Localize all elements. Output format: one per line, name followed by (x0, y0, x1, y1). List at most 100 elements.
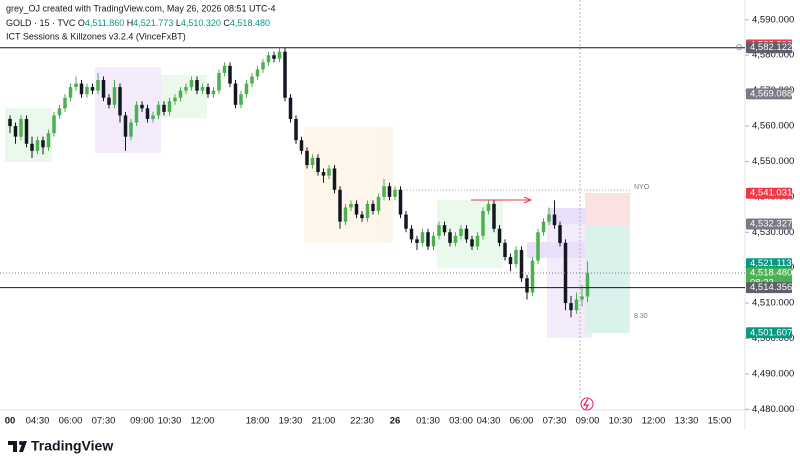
candle-body (316, 157, 320, 173)
x-tick-label: 00 (5, 416, 16, 427)
candle-body (420, 232, 425, 243)
candle-body (398, 189, 403, 215)
candle-body (244, 83, 249, 95)
candle-body (497, 228, 502, 243)
session-box (547, 210, 592, 338)
candle-body (580, 296, 584, 300)
x-tick-label: 04:30 (477, 416, 501, 427)
arrow-head (523, 196, 533, 204)
candle-body (250, 76, 254, 84)
open-marker: O (736, 43, 742, 52)
x-tick-label: 12:00 (642, 416, 666, 427)
candle-body (525, 278, 529, 293)
price-label: 4,582.122 (750, 42, 792, 53)
price-label: 4,518.480 (750, 268, 792, 279)
candle-body (200, 87, 205, 91)
event-icon[interactable] (580, 397, 594, 411)
price-label: 4,541.031 (750, 188, 792, 199)
candle-body (541, 221, 546, 233)
symbol: GOLD · 15 · TVC (6, 18, 76, 28)
y-tick-label: 4,560.000 (752, 121, 794, 132)
y-tick-label: 4,510.000 (752, 298, 794, 309)
candle-body (239, 94, 243, 105)
candle-body (233, 83, 238, 105)
candle-body (376, 196, 381, 212)
candle-body (404, 214, 408, 229)
candle-body (222, 65, 227, 73)
candle-body (365, 203, 370, 219)
candle-body (228, 65, 232, 84)
candle-body (288, 97, 293, 119)
candle-body (266, 55, 271, 63)
candle-body (349, 203, 353, 208)
candle-body (409, 228, 414, 240)
candle-body (442, 225, 447, 233)
candle-body (283, 51, 287, 98)
plot (0, 47, 745, 318)
candle-body (492, 203, 496, 229)
candle-body (195, 80, 199, 91)
l-label: L (176, 18, 181, 28)
candle-body (514, 249, 518, 265)
candle-body (393, 189, 397, 197)
y-tick-label: 4,480.000 (752, 404, 794, 415)
candle-body (189, 80, 194, 88)
candle-body (90, 87, 95, 91)
x-tick-label: 21:00 (312, 416, 336, 427)
brand: TradingView (31, 438, 113, 454)
o-label: O (78, 18, 85, 28)
candle-body (30, 143, 34, 151)
candle-body (35, 140, 40, 151)
x-tick-label: 06:00 (510, 416, 534, 427)
x-tick-label: 18:00 (246, 416, 270, 427)
candle-body (481, 211, 485, 236)
price-label: 4,569.088 (750, 88, 792, 99)
candle-body (118, 87, 122, 116)
candle-body (415, 239, 419, 243)
x-tick-label: 04:30 (26, 416, 50, 427)
annotation: 8.30 (634, 313, 648, 320)
candle-body (343, 207, 348, 222)
logo-dot (19, 441, 23, 445)
candle-body (272, 55, 276, 59)
candle-body (74, 83, 78, 88)
candle-body (151, 115, 155, 119)
candle-body (437, 225, 441, 236)
price-label: 4,532.327 (750, 219, 792, 230)
candle-body (519, 249, 524, 279)
c-value: 4,518.480 (230, 18, 270, 28)
candle-body (13, 126, 18, 137)
candle-body (431, 235, 436, 247)
candle-body (277, 51, 282, 59)
price-label: 4,501.607 (750, 327, 792, 338)
candle-body (569, 303, 573, 311)
candle-body (173, 97, 177, 102)
price-label-box (746, 327, 792, 339)
candle-body (112, 87, 117, 105)
candle-body (85, 87, 89, 95)
candle-body (327, 168, 331, 176)
x-tick-label: 22:30 (350, 416, 374, 427)
candle-body (464, 228, 469, 240)
x-tick-label: 10:30 (609, 416, 633, 427)
candle-body (536, 232, 540, 261)
candle-body (552, 214, 557, 226)
candle-body (140, 104, 144, 109)
candle-body (486, 203, 491, 212)
candle-body (101, 80, 106, 98)
candle-body (459, 228, 463, 236)
session-box (304, 127, 393, 243)
x-tick-label: 01:30 (416, 416, 440, 427)
price-label-box (746, 187, 792, 199)
candle-body (332, 168, 337, 190)
candle-body (503, 242, 507, 258)
x-tick-label: 09:00 (576, 416, 600, 427)
reward-zone (585, 225, 630, 333)
price-label-box (746, 88, 792, 100)
candle-body (134, 104, 139, 123)
candle-body (585, 273, 590, 297)
x-tick-label: 26 (390, 416, 401, 427)
x-tick-label: 13:30 (675, 416, 699, 427)
candle-body (96, 80, 100, 91)
